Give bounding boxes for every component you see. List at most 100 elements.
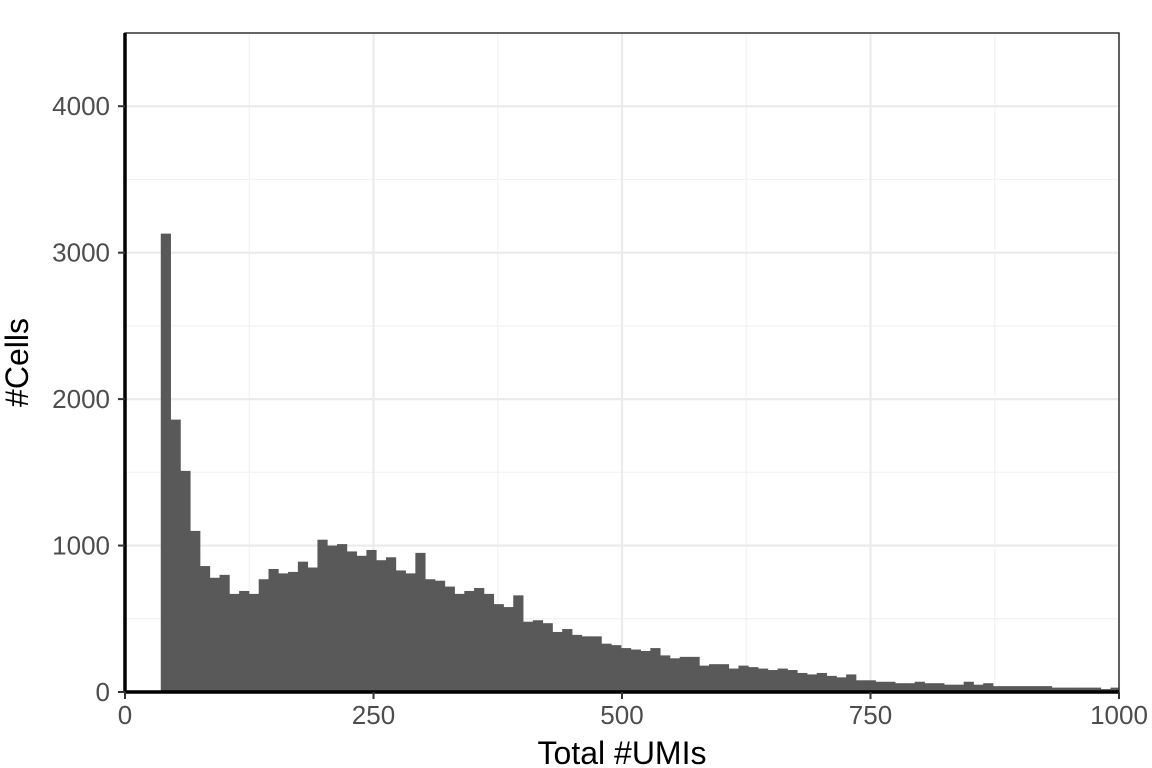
histogram-bar [444, 586, 455, 692]
histogram-bar [875, 681, 886, 692]
histogram-bar [1110, 687, 1120, 692]
histogram-bar [366, 549, 377, 692]
histogram-bar [581, 636, 592, 692]
x-axis-title: Total #UMIs [538, 735, 707, 768]
histogram-bar [1032, 686, 1043, 692]
histogram-bar [797, 672, 808, 692]
histogram-bar [689, 656, 700, 692]
histogram-bar [1061, 687, 1072, 692]
histogram-bar [855, 680, 867, 692]
histogram-bar [425, 579, 436, 692]
histogram-bar [1090, 687, 1102, 692]
x-tick-label: 0 [118, 700, 132, 730]
histogram-bar [180, 470, 191, 692]
histogram-bar [718, 664, 730, 692]
histogram-bar [738, 665, 749, 692]
histogram-bar [170, 419, 181, 692]
histogram-bar [611, 645, 622, 692]
histogram-bar [229, 593, 240, 692]
histogram-bar [297, 561, 309, 692]
histogram-bar [474, 588, 485, 692]
histogram-bar [620, 648, 632, 692]
histogram-bar [944, 684, 955, 692]
histogram-bar [503, 607, 514, 692]
histogram-bar [239, 590, 250, 692]
histogram-bar [542, 623, 553, 692]
histogram-bar [748, 667, 759, 692]
histogram-bar [934, 683, 945, 692]
histogram-bar [767, 670, 779, 692]
histogram-bar [846, 674, 857, 692]
histogram-bar [699, 665, 710, 692]
histogram-bar [601, 643, 612, 692]
histogram-bar [914, 681, 925, 692]
y-tick-labels: 0 1000 2000 3000 4000 [52, 91, 110, 707]
histogram-bar [1041, 686, 1053, 692]
histogram-bar [209, 577, 220, 692]
histogram-bar [219, 574, 230, 692]
x-tick-label: 500 [600, 700, 643, 730]
x-tick-label: 250 [352, 700, 395, 730]
histogram-bar [669, 658, 681, 692]
histogram-bar [973, 684, 984, 692]
histogram-bar [904, 683, 916, 692]
y-axis-title: #Cells [0, 318, 35, 407]
histogram-bar [777, 668, 788, 692]
histogram-bars [160, 233, 1120, 692]
histogram-bar [572, 634, 583, 692]
histogram-bar [415, 552, 426, 692]
histogram-bar [1081, 687, 1092, 692]
histogram-bar [190, 530, 201, 692]
histogram-bar [278, 573, 289, 692]
x-tick-label: 750 [849, 700, 892, 730]
y-tick-label: 0 [96, 677, 110, 707]
histogram-bar [160, 233, 171, 692]
histogram-bar [562, 629, 573, 692]
histogram-bar [483, 593, 495, 692]
histogram-bar [385, 557, 397, 692]
histogram-bar [630, 649, 641, 692]
histogram-bar [434, 580, 446, 692]
histogram-bar [660, 655, 671, 692]
histogram-bar [728, 668, 739, 692]
histogram-bar [1022, 686, 1033, 692]
histogram-bar [552, 631, 563, 692]
histogram-bar [532, 620, 544, 692]
histogram-bar [826, 675, 837, 692]
y-tick-label: 3000 [52, 238, 110, 268]
y-tick-label: 1000 [52, 531, 110, 561]
histogram-bar [288, 571, 299, 692]
histogram-bar [679, 656, 690, 692]
histogram-bar [248, 593, 260, 692]
x-tick-labels: 0 250 500 750 1000 [118, 700, 1148, 730]
histogram-bar [983, 683, 994, 692]
histogram-bar [1051, 687, 1062, 692]
y-tick-label: 2000 [52, 384, 110, 414]
histogram-bar [199, 566, 211, 692]
histogram-bar [895, 683, 906, 692]
histogram-bar [346, 551, 358, 692]
histogram-bar [993, 686, 1004, 692]
histogram-bar [376, 560, 387, 692]
histogram-bar [1071, 687, 1082, 692]
histogram-bar [395, 570, 406, 692]
histogram-bar [591, 636, 602, 692]
histogram-bar [885, 681, 896, 692]
histogram-bar [268, 568, 279, 692]
histogram-bar [650, 648, 661, 692]
histogram-bar [953, 684, 965, 692]
x-tick-label: 1000 [1090, 700, 1148, 730]
histogram-bar [258, 579, 269, 692]
histogram-bar [1012, 686, 1023, 692]
histogram-bar [836, 677, 847, 692]
histogram-bar [523, 621, 534, 692]
histogram-bar [709, 664, 720, 692]
axes [118, 33, 1120, 699]
histogram-bar [307, 567, 318, 692]
y-tick-label: 4000 [52, 91, 110, 121]
histogram-bar [758, 668, 769, 692]
histogram-bar [317, 539, 328, 692]
histogram-bar [816, 672, 827, 692]
histogram-bar [963, 681, 974, 692]
